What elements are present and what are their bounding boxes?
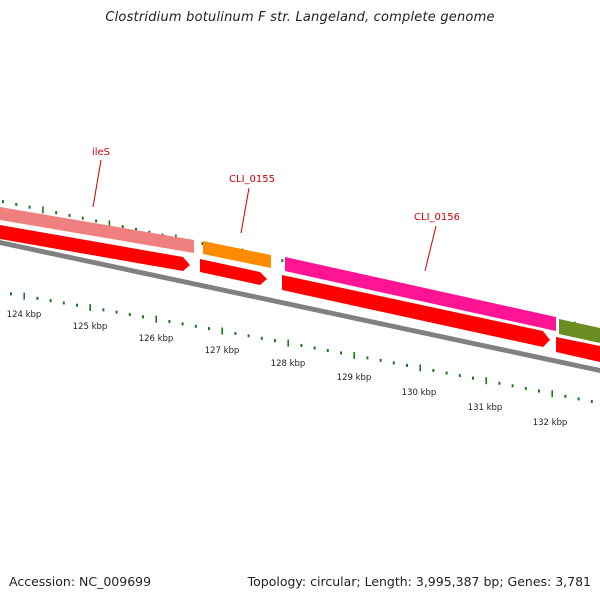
gene-CLI_0156[interactable] xyxy=(285,257,556,331)
genome-backbone xyxy=(0,240,600,373)
ruler-label-130kbp: 130 kbp xyxy=(402,388,437,398)
ruler-label-131kbp: 131 kbp xyxy=(468,403,503,413)
ruler-label-126kbp: 126 kbp xyxy=(139,334,174,344)
ruler-label-129kbp: 129 kbp xyxy=(337,373,372,383)
ruler-label-128kbp: 128 kbp xyxy=(271,359,306,369)
gene-label-CLI_0155[interactable]: CLI_0155 xyxy=(229,174,275,185)
map-title: Clostridium botulinum F str. Langeland, … xyxy=(105,10,495,25)
cds-arrow-CLI_0156[interactable] xyxy=(282,275,550,347)
ruler-label-127kbp: 127 kbp xyxy=(205,346,240,356)
ruler-label-124kbp: 124 kbp xyxy=(7,310,42,320)
cds-arrow-CLI_0155[interactable] xyxy=(200,259,267,285)
label-leader-CLI_0156 xyxy=(424,225,437,272)
gene-label-CLI_0156[interactable]: CLI_0156 xyxy=(414,212,460,223)
accession-text: Accession: NC_009699 xyxy=(9,574,152,589)
label-leader-ileS xyxy=(92,159,102,208)
ruler-label-132kbp: 132 kbp xyxy=(533,418,568,428)
gene-CLI_0155[interactable] xyxy=(203,241,271,268)
ruler-label-125kbp: 125 kbp xyxy=(73,322,108,332)
label-leader-CLI_0155 xyxy=(240,187,250,234)
cds-arrow-ileS[interactable] xyxy=(0,225,190,271)
inner-tick-marks xyxy=(10,292,593,404)
gene-ileS[interactable] xyxy=(0,207,194,253)
gene-label-ileS[interactable]: ileS xyxy=(92,147,110,158)
gene-next[interactable] xyxy=(559,319,600,343)
cds-arrow-next[interactable] xyxy=(556,337,600,362)
genome-summary-text: Topology: circular; Length: 3,995,387 bp… xyxy=(247,574,591,589)
